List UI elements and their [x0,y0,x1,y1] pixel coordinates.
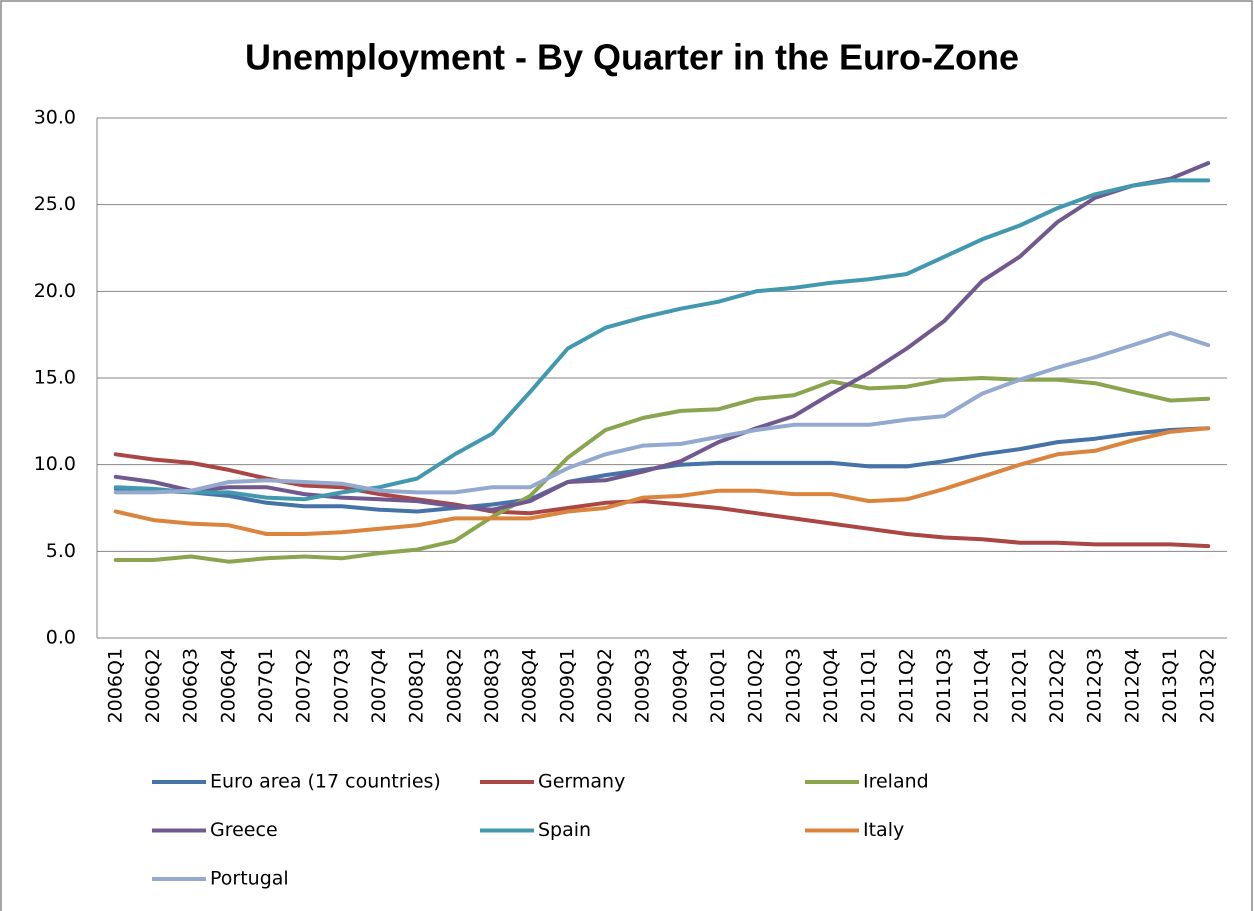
x-tick-label: 2008Q4 [519,648,541,723]
x-tick-label: 2011Q4 [971,648,993,723]
legend-label: Italy [863,819,904,841]
x-tick-label: 2007Q4 [368,648,390,723]
x-tick-label: 2010Q2 [745,648,767,723]
x-tick-label: 2011Q3 [933,648,955,723]
x-tick-label: 2006Q3 [180,648,202,723]
x-tick-label: 2008Q2 [443,648,465,723]
x-tick-label: 2010Q1 [707,648,729,723]
y-tick-label: 15.0 [34,367,76,389]
x-tick-label: 2009Q3 [632,648,654,723]
x-tick-label: 2012Q4 [1121,648,1143,723]
x-tick-label: 2006Q4 [217,648,239,723]
chart-title: Unemployment - By Quarter in the Euro-Zo… [245,37,1019,78]
series-line [113,161,1211,512]
series-line [113,178,1211,502]
legend-label: Spain [538,819,591,841]
x-tick-label: 2009Q4 [669,648,691,723]
legend-label: Germany [538,771,625,793]
legend-label: Euro area (17 countries) [210,771,441,793]
x-tick-label: 2007Q1 [255,648,277,723]
y-tick-label: 0.0 [46,627,76,649]
x-tick-label: 2006Q2 [142,648,164,723]
x-tick-label: 2009Q2 [594,648,616,723]
x-tick-label: 2013Q1 [1159,648,1181,723]
x-tick-label: 2008Q1 [406,648,428,723]
legend-label: Portugal [210,868,289,890]
y-tick-label: 30.0 [34,107,76,129]
x-tick-label: 2011Q1 [858,648,880,723]
x-tick-label: 2009Q1 [556,648,578,723]
x-tick-label: 2010Q4 [820,648,842,723]
series-line [113,426,1211,536]
x-tick-label: 2011Q2 [895,648,917,723]
x-tick-label: 2010Q3 [782,648,804,723]
y-tick-label: 25.0 [34,193,76,215]
legend-label: Greece [210,819,278,841]
x-tick-label: 2008Q3 [481,648,503,723]
legend-label: Ireland [863,771,929,793]
x-tick-label: 2012Q1 [1008,648,1030,723]
x-tick-label: 2013Q2 [1197,648,1219,723]
y-tick-label: 20.0 [34,280,76,302]
y-tick-label: 10.0 [34,453,76,475]
x-tick-label: 2012Q3 [1084,648,1106,723]
x-tick-label: 2007Q3 [330,648,352,723]
x-tick-label: 2006Q1 [104,648,126,723]
y-tick-label: 5.0 [46,540,76,562]
x-tick-label: 2012Q2 [1046,648,1068,723]
x-tick-label: 2007Q2 [293,648,315,723]
series-line [113,330,1211,495]
series-line [113,452,1211,549]
